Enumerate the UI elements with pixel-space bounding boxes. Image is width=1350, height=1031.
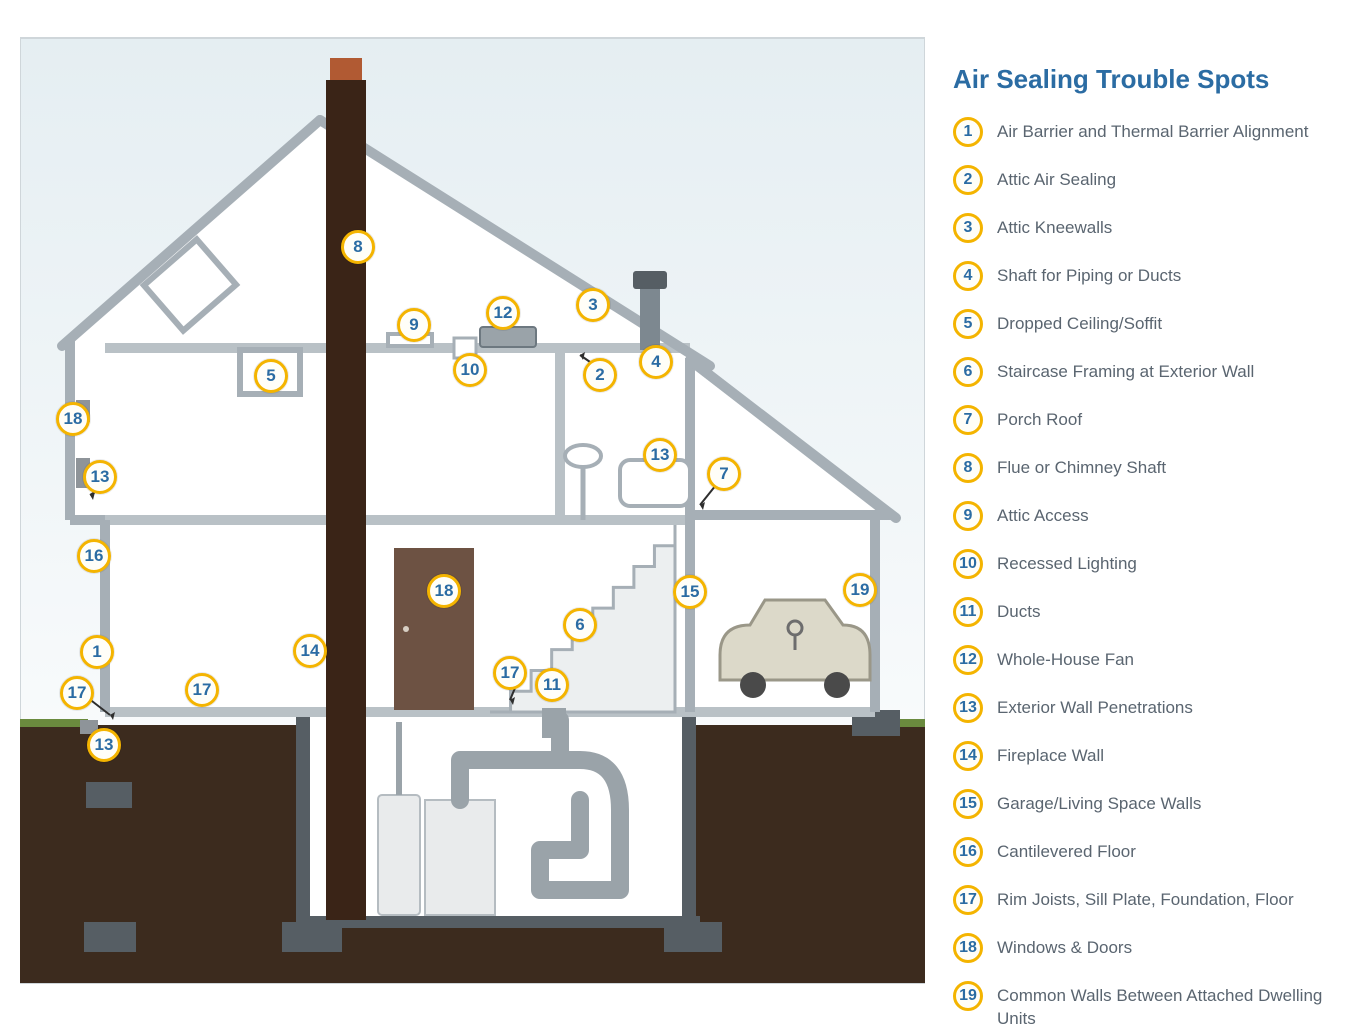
legend-label: Fireplace Wall — [997, 741, 1104, 768]
legend-label: Garage/Living Space Walls — [997, 789, 1201, 816]
legend-badge: 2 — [953, 165, 983, 195]
legend-badge: 6 — [953, 357, 983, 387]
legend-badge: 15 — [953, 789, 983, 819]
legend-badge: 5 — [953, 309, 983, 339]
legend-item: 17 Rim Joists, Sill Plate, Foundation, Fl… — [953, 885, 1330, 915]
legend-item: 1 Air Barrier and Thermal Barrier Alignme… — [953, 117, 1330, 147]
legend-badge: 10 — [953, 549, 983, 579]
legend-label: Ducts — [997, 597, 1040, 624]
legend-badge: 3 — [953, 213, 983, 243]
diagram-badge: 12 — [486, 296, 520, 330]
legend-label: Attic Kneewalls — [997, 213, 1112, 240]
legend-item: 19 Common Walls Between Attached Dwelling… — [953, 981, 1330, 1031]
diagram-badge: 10 — [453, 353, 487, 387]
diagram-badge: 13 — [83, 460, 117, 494]
legend-item: 11 Ducts — [953, 597, 1330, 627]
legend-item: 8 Flue or Chimney Shaft — [953, 453, 1330, 483]
diagram-badge: 15 — [673, 575, 707, 609]
house-svg — [20, 20, 925, 990]
diagram-badge: 18 — [427, 574, 461, 608]
diagram-badge: 13 — [87, 728, 121, 762]
legend-badge: 11 — [953, 597, 983, 627]
legend-item: 3 Attic Kneewalls — [953, 213, 1330, 243]
legend-badge: 1 — [953, 117, 983, 147]
legend-item: 2 Attic Air Sealing — [953, 165, 1330, 195]
legend-badge: 14 — [953, 741, 983, 771]
legend-item: 14 Fireplace Wall — [953, 741, 1330, 771]
legend-item: 6 Staircase Framing at Exterior Wall — [953, 357, 1330, 387]
legend-badge: 7 — [953, 405, 983, 435]
legend-label: Common Walls Between Attached Dwelling U… — [997, 981, 1330, 1031]
diagram-badge: 17 — [493, 656, 527, 690]
diagram-badge: 17 — [185, 673, 219, 707]
diagram-badge: 19 — [843, 573, 877, 607]
legend-item: 9 Attic Access — [953, 501, 1330, 531]
legend-label: Rim Joists, Sill Plate, Foundation, Floo… — [997, 885, 1294, 912]
legend-label: Exterior Wall Penetrations — [997, 693, 1193, 720]
legend-label: Cantilevered Floor — [997, 837, 1136, 864]
legend-label: Recessed Lighting — [997, 549, 1137, 576]
legend-item: 18 Windows & Doors — [953, 933, 1330, 963]
diagram-badge: 13 — [643, 438, 677, 472]
legend-label: Porch Roof — [997, 405, 1082, 432]
legend-label: Staircase Framing at Exterior Wall — [997, 357, 1254, 384]
diagram-badge: 7 — [707, 457, 741, 491]
diagram-badge: 18 — [56, 402, 90, 436]
legend-item: 13 Exterior Wall Penetrations — [953, 693, 1330, 723]
legend-label: Flue or Chimney Shaft — [997, 453, 1166, 480]
diagram-badge: 14 — [293, 634, 327, 668]
legend-item: 10 Recessed Lighting — [953, 549, 1330, 579]
legend-badge: 17 — [953, 885, 983, 915]
legend-badge: 9 — [953, 501, 983, 531]
legend-label: Dropped Ceiling/Soffit — [997, 309, 1162, 336]
legend-item: 12 Whole-House Fan — [953, 645, 1330, 675]
legend-item: 15 Garage/Living Space Walls — [953, 789, 1330, 819]
diagram-badge: 4 — [639, 345, 673, 379]
legend-badge: 4 — [953, 261, 983, 291]
house-diagram: 8 5 9 12 3 10 24 18 13 13 7 16 1 17 17 13 14 18 17 6 11 15 19 — [20, 20, 925, 990]
diagram-badge: 16 — [77, 539, 111, 573]
legend-list: 1 Air Barrier and Thermal Barrier Alignme… — [953, 117, 1330, 1031]
diagram-badge: 5 — [254, 359, 288, 393]
diagram-badge: 3 — [576, 288, 610, 322]
legend-item: 4 Shaft for Piping or Ducts — [953, 261, 1330, 291]
legend-badge: 8 — [953, 453, 983, 483]
diagram-badge: 8 — [341, 230, 375, 264]
legend-item: 5 Dropped Ceiling/Soffit — [953, 309, 1330, 339]
legend-badge: 19 — [953, 981, 983, 1011]
diagram-badge: 1 — [80, 635, 114, 669]
legend-item: 16 Cantilevered Floor — [953, 837, 1330, 867]
diagram-badge: 17 — [60, 676, 94, 710]
legend-label: Shaft for Piping or Ducts — [997, 261, 1181, 288]
legend-label: Attic Air Sealing — [997, 165, 1116, 192]
legend-item: 7 Porch Roof — [953, 405, 1330, 435]
diagram-badge: 9 — [397, 308, 431, 342]
diagram-badge: 11 — [535, 668, 569, 702]
legend-label: Windows & Doors — [997, 933, 1132, 960]
legend-badge: 12 — [953, 645, 983, 675]
legend-panel: Air Sealing Trouble Spots 1 Air Barrier a… — [925, 20, 1330, 993]
legend-badge: 18 — [953, 933, 983, 963]
legend-badge: 13 — [953, 693, 983, 723]
legend-label: Whole-House Fan — [997, 645, 1134, 672]
legend-label: Air Barrier and Thermal Barrier Alignmen… — [997, 117, 1308, 144]
diagram-badge: 6 — [563, 608, 597, 642]
legend-title: Air Sealing Trouble Spots — [953, 64, 1330, 95]
infographic-container: 859123102418131371611717131418176111519 … — [20, 20, 1330, 993]
legend-label: Attic Access — [997, 501, 1089, 528]
legend-badge: 16 — [953, 837, 983, 867]
diagram-badge: 2 — [583, 358, 617, 392]
